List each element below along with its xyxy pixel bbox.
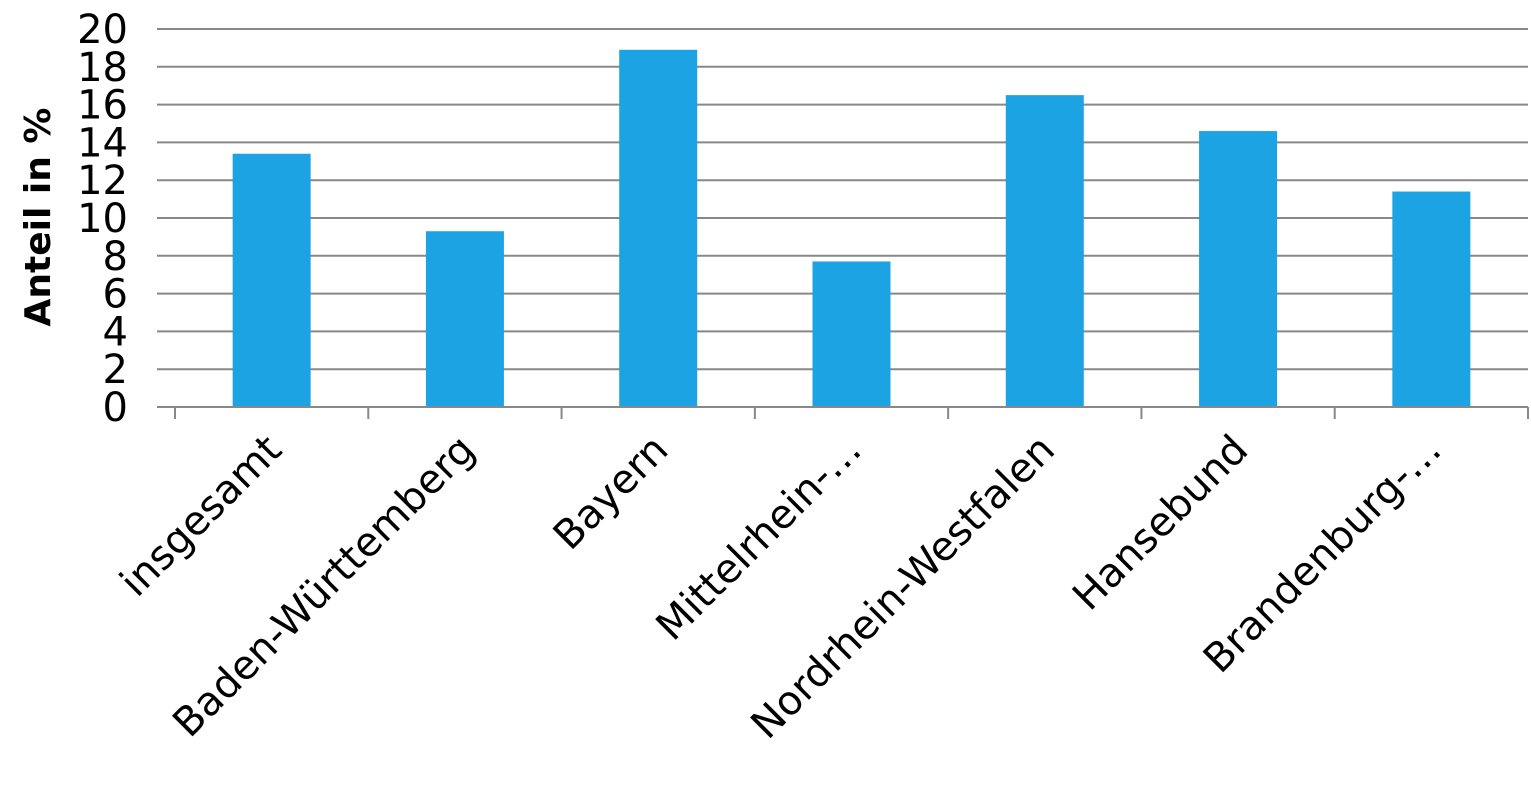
- y-tick-label: 4: [103, 309, 128, 355]
- bar: [1392, 191, 1471, 407]
- y-tick-label: 14: [77, 120, 128, 166]
- y-tick-label: 20: [77, 7, 128, 53]
- bar: [1005, 95, 1084, 408]
- y-axis-label: Anteil in %: [18, 108, 59, 327]
- y-tick-label: 8: [103, 234, 128, 280]
- y-tick-label: 18: [77, 45, 128, 91]
- bar: [619, 49, 698, 407]
- y-tick-label: 16: [77, 83, 128, 129]
- x-tick-label: Bayern: [545, 427, 677, 559]
- y-tick-label: 12: [77, 158, 128, 204]
- x-tick-label: Hansebund: [1064, 427, 1257, 620]
- x-tick-label: insgesamt: [112, 427, 291, 606]
- x-tick-label: Mittelrhein-…: [648, 427, 871, 650]
- y-tick-label: 2: [103, 347, 128, 393]
- bar: [425, 231, 504, 407]
- gridlines: [157, 28, 1528, 371]
- y-tick-label: 6: [103, 272, 128, 318]
- bar: [232, 153, 311, 407]
- bar: [812, 261, 891, 407]
- y-tick-label: 10: [77, 196, 128, 242]
- bars: [232, 49, 1471, 408]
- bar: [1199, 131, 1278, 407]
- y-tick-label: 0: [103, 385, 128, 431]
- x-axis: [157, 406, 1529, 419]
